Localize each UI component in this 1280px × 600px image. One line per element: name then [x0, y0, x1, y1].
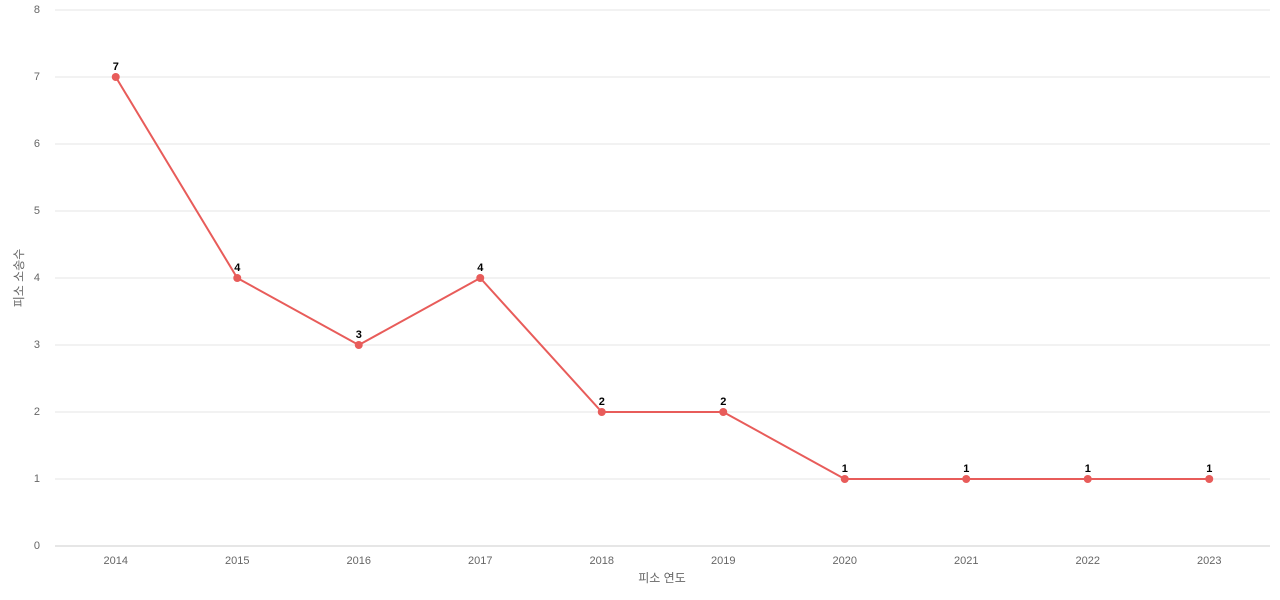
x-tick-label: 2017 — [468, 555, 492, 567]
x-tick-label: 2016 — [347, 555, 371, 567]
y-tick-label: 1 — [34, 473, 40, 485]
point — [719, 408, 728, 416]
point — [354, 341, 363, 349]
data-label: 2 — [599, 396, 605, 408]
y-tick-label: 0 — [34, 540, 40, 552]
y-tick-label: 2 — [34, 406, 40, 418]
point — [476, 274, 485, 282]
y-tick-label: 5 — [34, 205, 40, 217]
point — [111, 73, 120, 81]
data-label: 3 — [356, 329, 362, 341]
y-axis-label: 피소 소송수 — [12, 249, 26, 308]
x-tick-label: 2023 — [1197, 555, 1221, 567]
data-label: 4 — [477, 262, 484, 274]
x-tick-label: 2020 — [833, 555, 857, 567]
data-label: 1 — [842, 463, 848, 475]
x-tick-label: 2019 — [711, 555, 735, 567]
y-tick-label: 4 — [34, 272, 40, 284]
x-tick-label: 2014 — [104, 555, 128, 567]
point — [1083, 475, 1092, 483]
point — [840, 475, 849, 483]
data-label: 1 — [1206, 463, 1212, 475]
data-label: 4 — [234, 262, 241, 274]
y-tick-label: 6 — [34, 138, 40, 150]
y-tick-label: 7 — [34, 71, 40, 83]
point — [233, 274, 242, 282]
x-tick-label: 2021 — [954, 555, 978, 567]
line — [114, 76, 1210, 480]
x-tick-label: 2022 — [1076, 555, 1100, 567]
data-label: 2 — [720, 396, 726, 408]
data-label: 7 — [113, 61, 119, 73]
y-tick-label: 3 — [34, 339, 40, 351]
y-tick-label: 8 — [34, 4, 40, 16]
data-label: 1 — [1085, 463, 1091, 475]
point — [597, 408, 606, 416]
point — [1205, 475, 1214, 483]
data-label: 1 — [963, 463, 969, 475]
x-tick-label: 2015 — [225, 555, 249, 567]
x-tick-label: 2018 — [590, 555, 614, 567]
x-axis-label: 피소 연도 — [638, 571, 686, 585]
point — [962, 475, 971, 483]
